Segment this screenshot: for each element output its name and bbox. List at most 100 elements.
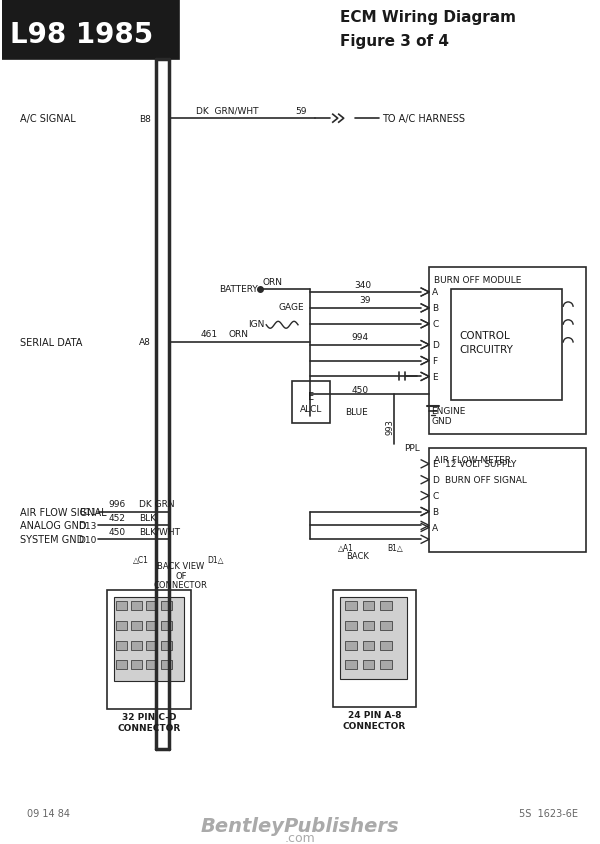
Text: CIRCUITRY: CIRCUITRY xyxy=(459,344,513,354)
Text: SERIAL DATA: SERIAL DATA xyxy=(20,338,82,347)
Bar xyxy=(344,661,356,669)
Text: 450: 450 xyxy=(352,386,369,394)
Bar xyxy=(2,0,179,60)
Text: BACK: BACK xyxy=(346,551,369,560)
Text: AIR FLOW SIGNAL: AIR FLOW SIGNAL xyxy=(20,507,107,517)
Bar xyxy=(429,268,586,435)
Bar xyxy=(362,601,374,610)
Text: BentleyPublishers: BentleyPublishers xyxy=(200,816,400,835)
Text: SYSTEM GND: SYSTEM GND xyxy=(20,535,84,544)
Bar xyxy=(131,621,142,630)
Text: 32 PIN C-D: 32 PIN C-D xyxy=(122,711,176,721)
Text: A: A xyxy=(432,288,438,297)
Text: 450: 450 xyxy=(109,528,125,536)
Bar xyxy=(116,641,127,650)
Bar xyxy=(131,641,142,650)
Text: ALCL: ALCL xyxy=(300,404,322,414)
Text: F: F xyxy=(432,357,437,365)
Text: CONTROL: CONTROL xyxy=(459,330,509,340)
Bar xyxy=(429,448,586,553)
Text: TO A/C HARNESS: TO A/C HARNESS xyxy=(382,114,466,124)
Bar xyxy=(344,641,356,650)
Text: AIR FLOW METER: AIR FLOW METER xyxy=(434,456,511,465)
Text: B8: B8 xyxy=(139,115,151,123)
Bar xyxy=(116,661,127,669)
Text: BURN OFF MODULE: BURN OFF MODULE xyxy=(434,275,521,284)
Bar xyxy=(116,601,127,610)
Text: .com: .com xyxy=(284,830,316,844)
Text: 59: 59 xyxy=(295,106,307,116)
Text: E: E xyxy=(432,372,438,381)
Bar xyxy=(161,661,172,669)
Text: B: B xyxy=(432,304,438,313)
Text: 452: 452 xyxy=(109,513,125,522)
Bar xyxy=(362,641,374,650)
Bar xyxy=(362,661,374,669)
Text: ENGINE: ENGINE xyxy=(431,406,466,415)
Text: △A1: △A1 xyxy=(338,543,353,552)
Text: ORN: ORN xyxy=(262,277,282,286)
Text: D1△: D1△ xyxy=(208,555,224,564)
Text: L98 1985: L98 1985 xyxy=(10,21,153,49)
Text: GAGE: GAGE xyxy=(278,303,304,312)
Bar xyxy=(146,601,157,610)
Text: E: E xyxy=(432,460,438,468)
Text: 994: 994 xyxy=(352,333,369,342)
Text: 996: 996 xyxy=(109,500,125,508)
Bar xyxy=(161,621,172,630)
Text: 12 VOLT SUPPLY: 12 VOLT SUPPLY xyxy=(445,460,517,468)
Text: C: C xyxy=(432,320,439,329)
Bar xyxy=(146,641,157,650)
Bar xyxy=(344,601,356,610)
Bar xyxy=(146,661,157,669)
Text: 993: 993 xyxy=(385,419,394,435)
Text: B: B xyxy=(432,507,438,517)
Bar xyxy=(380,661,392,669)
Text: BACK VIEW: BACK VIEW xyxy=(157,561,205,570)
Bar xyxy=(380,601,392,610)
Bar xyxy=(380,641,392,650)
Bar xyxy=(333,590,416,707)
Text: DK  GRN/WHT: DK GRN/WHT xyxy=(196,106,258,116)
Text: DK GRN: DK GRN xyxy=(139,500,175,508)
Text: IGN: IGN xyxy=(248,320,264,329)
Bar xyxy=(380,621,392,630)
Text: ECM Wiring Diagram: ECM Wiring Diagram xyxy=(340,10,516,25)
Bar xyxy=(340,598,407,679)
Bar xyxy=(131,661,142,669)
Text: BLUE: BLUE xyxy=(344,407,367,416)
Text: Figure 3 of 4: Figure 3 of 4 xyxy=(340,34,449,49)
Text: D13: D13 xyxy=(78,522,97,530)
Text: 461: 461 xyxy=(200,330,218,338)
Text: BATTERY: BATTERY xyxy=(220,284,258,293)
Text: C: C xyxy=(432,491,439,500)
Text: D: D xyxy=(432,476,439,484)
Bar xyxy=(116,621,127,630)
Text: 5S  1623-6E: 5S 1623-6E xyxy=(518,809,578,819)
Bar xyxy=(161,601,172,610)
Text: CONNECTOR: CONNECTOR xyxy=(154,581,208,590)
Text: CONNECTOR: CONNECTOR xyxy=(118,722,181,732)
Bar xyxy=(344,621,356,630)
Text: B1△: B1△ xyxy=(388,543,403,552)
Text: BLK/WHT: BLK/WHT xyxy=(139,528,180,536)
Text: B11: B11 xyxy=(79,507,97,517)
Text: D: D xyxy=(432,341,439,349)
Text: OF: OF xyxy=(175,571,187,580)
Bar xyxy=(114,598,184,682)
Text: A: A xyxy=(432,523,438,533)
Text: 39: 39 xyxy=(359,296,371,305)
Text: ANALOG GND: ANALOG GND xyxy=(20,521,86,531)
Text: △C1: △C1 xyxy=(133,555,149,564)
Bar xyxy=(161,641,172,650)
Text: BLK: BLK xyxy=(139,513,156,522)
Bar xyxy=(451,289,562,401)
Text: ORN: ORN xyxy=(229,330,248,338)
Text: GND: GND xyxy=(431,416,452,425)
Bar xyxy=(292,382,330,424)
Text: 340: 340 xyxy=(355,280,372,289)
Bar xyxy=(146,621,157,630)
Text: A/C SIGNAL: A/C SIGNAL xyxy=(20,114,76,124)
Text: 09 14 84: 09 14 84 xyxy=(27,809,70,819)
Text: D10: D10 xyxy=(78,535,97,544)
